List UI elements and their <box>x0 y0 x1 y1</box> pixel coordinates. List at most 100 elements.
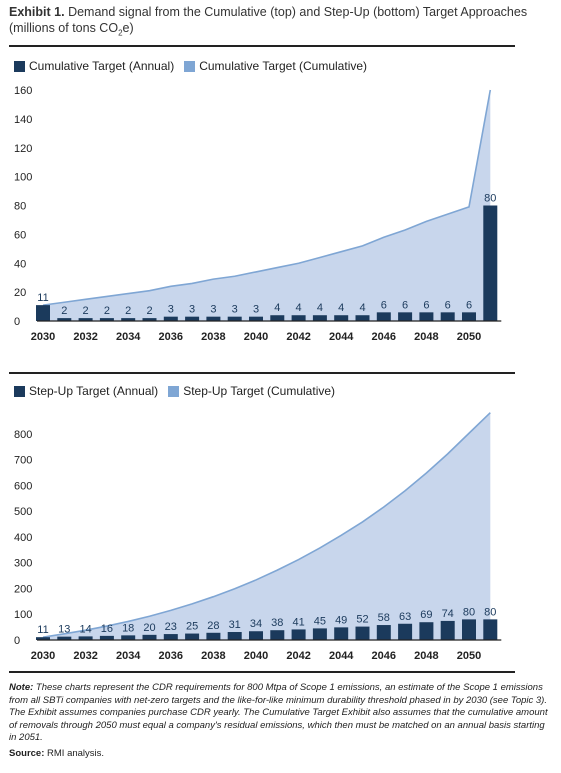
x-tick-label: 2040 <box>244 331 268 343</box>
bar-value-label: 49 <box>335 614 347 626</box>
y-tick-label: 400 <box>14 532 32 544</box>
bar-value-label: 80 <box>484 606 496 618</box>
bar-value-label: 6 <box>445 299 451 311</box>
annual-bar <box>483 205 498 321</box>
legend-item-annual: Step-Up Target (Annual) <box>14 384 158 398</box>
legend-item-cumulative: Step-Up Target (Cumulative) <box>168 384 335 398</box>
legend-swatch-cumulative <box>184 60 196 72</box>
bar-value-label: 80 <box>463 606 475 618</box>
bar-value-label: 3 <box>253 304 259 316</box>
x-tick-label: 2044 <box>329 331 354 343</box>
bar-value-label: 4 <box>359 302 365 314</box>
x-tick-label: 2038 <box>201 650 225 662</box>
annual-bar <box>185 316 200 321</box>
bar-value-label: 74 <box>442 608 454 620</box>
bar-value-label: 18 <box>122 622 134 634</box>
y-tick-label: 120 <box>14 143 32 155</box>
x-tick-label: 2042 <box>286 331 310 343</box>
annual-bar <box>355 626 370 640</box>
exhibit-unit-sub: 2 <box>118 28 123 38</box>
annual-bar <box>36 637 50 640</box>
x-tick-label: 2030 <box>31 331 55 343</box>
annual-bar <box>270 315 285 321</box>
legend-label-cumulative: Cumulative Target (Cumulative) <box>199 59 368 73</box>
bar-value-label: 52 <box>356 614 368 626</box>
y-tick-label: 160 <box>14 85 32 97</box>
annual-bar <box>355 315 370 321</box>
annual-bar <box>462 312 476 321</box>
source-label: Source: <box>9 748 45 759</box>
note-label: Note: <box>9 682 34 693</box>
bar-value-label: 28 <box>207 620 219 632</box>
annual-bar <box>249 316 263 321</box>
x-tick-label: 2030 <box>31 650 55 662</box>
bar-value-label: 16 <box>101 623 113 635</box>
bar-value-label: 11 <box>37 292 48 304</box>
annual-bar <box>99 635 114 640</box>
x-tick-label: 2050 <box>457 331 481 343</box>
legend-swatch-cumulative <box>168 385 180 397</box>
bar-value-label: 6 <box>402 299 408 311</box>
annual-bar <box>440 312 455 321</box>
bar-value-label: 80 <box>484 193 496 205</box>
annual-bar <box>142 318 157 321</box>
bar-value-label: 63 <box>399 611 411 623</box>
bar-value-label: 31 <box>229 619 241 631</box>
x-tick-label: 2048 <box>414 331 438 343</box>
y-tick-label: 300 <box>14 558 32 570</box>
y-tick-label: 20 <box>14 287 26 299</box>
legend-item-cumulative: Cumulative Target (Cumulative) <box>184 59 367 73</box>
legend-item-annual: Cumulative Target (Annual) <box>14 59 174 73</box>
bar-value-label: 14 <box>79 623 91 635</box>
note-text: These charts represent the CDR requireme… <box>9 682 548 744</box>
annual-bar <box>78 318 93 321</box>
bar-value-label: 2 <box>61 305 67 317</box>
source-text: RMI analysis. <box>47 748 105 759</box>
annual-bar <box>36 305 50 321</box>
bar-value-label: 3 <box>210 304 216 316</box>
bar-value-label: 34 <box>250 618 262 630</box>
annual-bar <box>249 631 263 640</box>
bar-value-label: 41 <box>292 616 304 628</box>
annual-bar <box>57 318 72 321</box>
bar-value-label: 6 <box>466 299 472 311</box>
annual-bar <box>78 636 93 640</box>
annual-bar <box>121 318 136 321</box>
x-tick-label: 2050 <box>457 650 481 662</box>
annual-bar <box>312 315 327 321</box>
annual-bar <box>142 634 157 640</box>
legend-label-cumulative: Step-Up Target (Cumulative) <box>183 384 336 398</box>
y-tick-label: 600 <box>14 480 32 492</box>
bar-value-label: 20 <box>143 622 155 634</box>
y-tick-label: 80 <box>14 201 26 213</box>
bar-value-label: 4 <box>338 302 344 314</box>
bar-value-label: 38 <box>271 617 283 629</box>
bar-value-label: 3 <box>232 304 238 316</box>
annual-bar <box>376 312 391 321</box>
annual-bar <box>312 628 327 640</box>
annual-bar <box>57 636 72 640</box>
annual-bar <box>270 630 285 640</box>
annual-bar <box>376 625 391 640</box>
annual-bar <box>334 315 349 321</box>
exhibit-unit-prefix: (millions of tons CO <box>9 21 119 35</box>
bar-value-label: 23 <box>165 621 177 633</box>
x-tick-label: 2040 <box>244 650 268 662</box>
exhibit-unit-suffix: e) <box>122 21 134 35</box>
annual-bar <box>334 627 349 640</box>
bar-value-label: 25 <box>186 621 198 633</box>
annual-bar <box>99 318 114 321</box>
bar-value-label: 45 <box>314 615 326 627</box>
x-tick-label: 2032 <box>73 331 97 343</box>
y-tick-label: 500 <box>14 506 32 518</box>
y-tick-label: 100 <box>14 609 32 621</box>
annual-bar <box>291 315 306 321</box>
bar-value-label: 2 <box>125 305 131 317</box>
cumulative-line <box>42 89 492 306</box>
legend-bottom: Step-Up Target (Annual) Step-Up Target (… <box>14 384 345 398</box>
x-tick-label: 2048 <box>414 650 438 662</box>
legend-top: Cumulative Target (Annual) Cumulative Ta… <box>14 59 377 73</box>
annual-bar <box>291 629 306 640</box>
note: Note: These charts represent the CDR req… <box>9 682 549 745</box>
bar-value-label: 2 <box>104 305 110 317</box>
